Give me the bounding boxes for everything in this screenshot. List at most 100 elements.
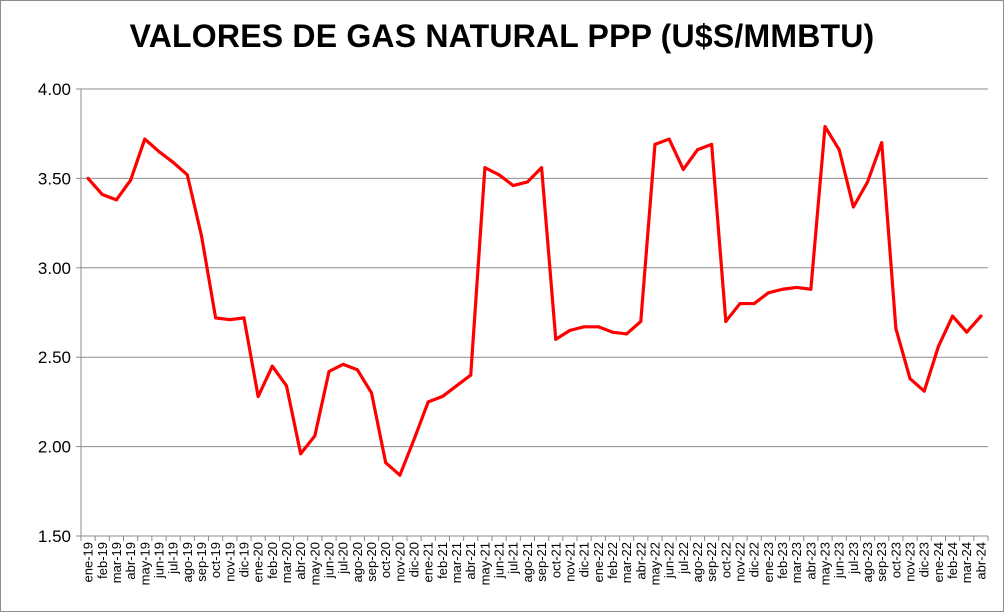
data-point (214, 316, 218, 320)
data-point (781, 287, 785, 291)
data-point (228, 318, 232, 322)
x-tick-label: jun-21 (492, 542, 507, 579)
data-point (979, 314, 983, 318)
x-tick-label: feb-19 (95, 542, 110, 579)
x-tick-label: abr-20 (293, 542, 308, 580)
x-tick-label: sep-21 (534, 542, 549, 582)
y-tick-label: 3.50 (38, 169, 71, 188)
x-tick-label: nov-23 (903, 542, 918, 582)
x-tick-label: ago-19 (180, 542, 195, 582)
x-tick-label: ene-23 (761, 542, 776, 582)
data-point (922, 389, 926, 393)
x-tick-label: oct-23 (888, 542, 903, 578)
data-point (370, 391, 374, 395)
x-tick-label: mar-22 (619, 542, 634, 583)
data-point (965, 330, 969, 334)
data-point (894, 327, 898, 331)
x-tick-label: dic-21 (577, 542, 592, 577)
data-point (497, 173, 501, 177)
data-point (851, 205, 855, 209)
x-tick-label: jul-22 (676, 542, 691, 575)
x-tick-label: abr-19 (123, 542, 138, 580)
data-point (100, 192, 104, 196)
x-tick-label: mar-19 (109, 542, 124, 583)
x-tick-label: jun-22 (662, 542, 677, 579)
data-point (681, 167, 685, 171)
data-point (809, 287, 813, 291)
x-tick-label: abr-22 (633, 542, 648, 580)
data-point (455, 384, 459, 388)
data-point (426, 400, 430, 404)
series-line (86, 124, 983, 477)
data-point (752, 302, 756, 306)
data-point (837, 148, 841, 152)
data-point (341, 362, 345, 366)
x-tick-label: abr-24 (973, 542, 988, 580)
chart-title: VALORES DE GAS NATURAL PPP (U$S/MMBTU) (129, 18, 875, 54)
x-axis-ticks: ene-19 feb-19 mar-19 abr-19 may-19 jun-19 jul-… (81, 542, 989, 585)
data-point (710, 142, 714, 146)
data-point (568, 328, 572, 332)
data-point (667, 137, 671, 141)
x-tick-label: may-22 (647, 542, 662, 585)
y-axis-ticks: 1.50 2.00 2.50 3.00 3.50 4.00 (38, 80, 71, 546)
data-point (795, 285, 799, 289)
x-tick-label: nov-22 (732, 542, 747, 582)
x-tick-label: may-23 (818, 542, 833, 585)
data-point (951, 314, 955, 318)
x-tick-label: oct-22 (718, 542, 733, 578)
data-point (299, 452, 303, 456)
x-tick-label: ago-23 (860, 542, 875, 582)
gridlines (81, 88, 988, 537)
x-tick-label: abr-23 (803, 542, 818, 580)
data-point (610, 330, 614, 334)
data-point (440, 395, 444, 399)
x-tick-label: oct-20 (378, 542, 393, 578)
data-point (171, 160, 175, 164)
x-tick-label: jun-20 (322, 542, 337, 579)
x-tick-label: dic-23 (917, 542, 932, 577)
x-tick-label: sep-23 (874, 542, 889, 582)
x-tick-label: jul-21 (506, 542, 521, 575)
y-tick-label: 2.00 (38, 438, 71, 457)
axes (76, 88, 989, 541)
x-tick-label: nov-21 (562, 542, 577, 582)
data-point (724, 319, 728, 323)
x-tick-label: oct-19 (208, 542, 223, 578)
x-tick-label: oct-21 (548, 542, 563, 578)
data-point (185, 173, 189, 177)
data-point (823, 125, 827, 129)
data-point (86, 176, 90, 180)
x-tick-label: ene-19 (81, 542, 96, 582)
x-tick-label: ene-20 (251, 542, 266, 582)
x-tick-label: nov-20 (392, 542, 407, 582)
x-tick-label: feb-23 (775, 542, 790, 579)
data-point (880, 141, 884, 145)
data-point (596, 325, 600, 329)
x-tick-label: mar-24 (959, 542, 974, 583)
x-tick-label: ago-21 (520, 542, 535, 582)
x-tick-label: dic-22 (747, 542, 762, 577)
data-point (936, 344, 940, 348)
x-tick-label: sep-20 (364, 542, 379, 582)
y-tick-label: 4.00 (38, 80, 71, 99)
data-point (242, 316, 246, 320)
data-point (738, 302, 742, 306)
x-tick-label: may-19 (137, 542, 152, 585)
data-point (554, 337, 558, 341)
data-point (270, 364, 274, 368)
x-tick-label: abr-21 (463, 542, 478, 580)
x-tick-label: jun-19 (151, 542, 166, 579)
x-tick-label: mar-20 (279, 542, 294, 583)
data-point (157, 150, 161, 154)
x-tick-label: sep-19 (194, 542, 209, 582)
data-point (582, 325, 586, 329)
series-layer (86, 124, 983, 477)
data-point (284, 384, 288, 388)
data-point (511, 184, 515, 188)
x-tick-label: ene-22 (591, 542, 606, 582)
data-point (327, 370, 331, 374)
data-point (653, 142, 657, 146)
data-point (695, 148, 699, 152)
data-point (384, 461, 388, 465)
